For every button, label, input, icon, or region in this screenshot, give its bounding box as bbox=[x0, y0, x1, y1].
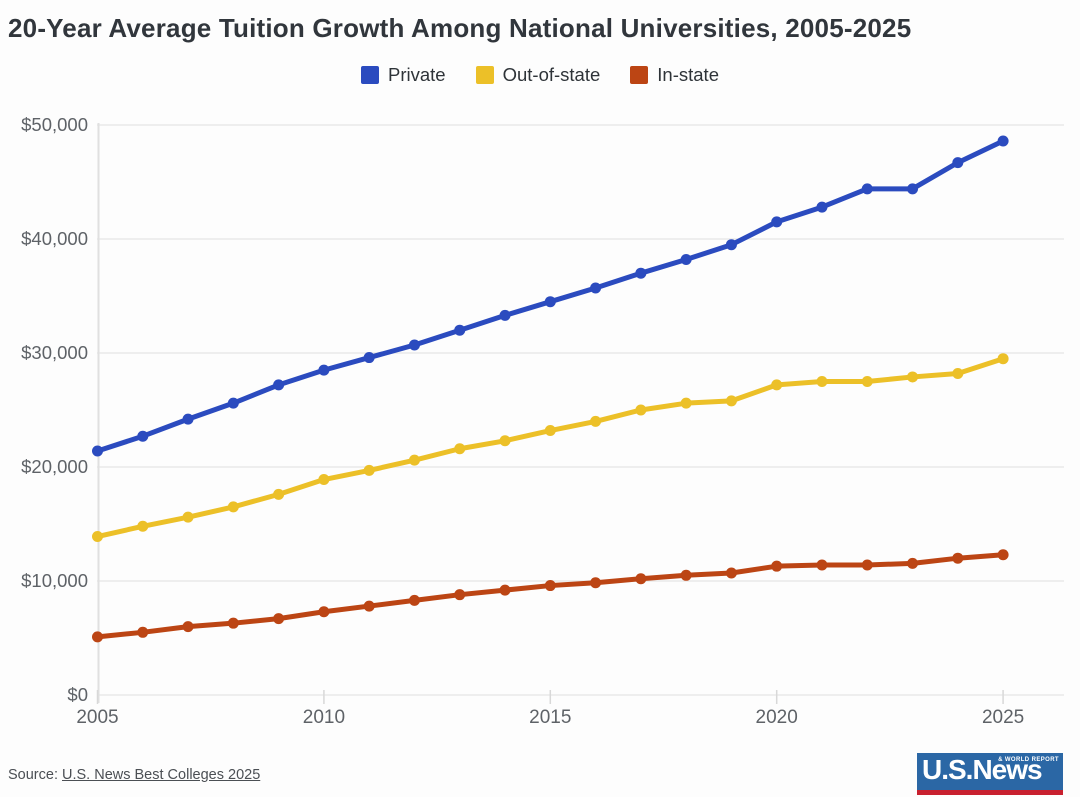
data-point bbox=[997, 135, 1009, 147]
y-axis-label: $50,000 bbox=[21, 114, 88, 135]
x-axis-label: 2015 bbox=[529, 707, 572, 728]
data-point bbox=[273, 488, 285, 500]
data-point bbox=[635, 573, 647, 585]
legend-item-in-state: In-state bbox=[630, 64, 719, 86]
data-point bbox=[816, 201, 828, 213]
data-point bbox=[590, 282, 602, 294]
y-axis-label: $40,000 bbox=[21, 228, 88, 249]
legend-label: In-state bbox=[657, 64, 719, 85]
data-point bbox=[499, 309, 511, 321]
legend-item-out-of-state: Out-of-state bbox=[475, 64, 601, 86]
x-axis-label: 2025 bbox=[981, 707, 1025, 728]
y-axis-label: $0 bbox=[67, 684, 88, 705]
x-axis-label: 2020 bbox=[755, 707, 798, 728]
logo-main-text: U.S.News bbox=[922, 754, 1043, 785]
page-title: 20-Year Average Tuition Growth Among Nat… bbox=[8, 13, 912, 43]
data-point bbox=[408, 594, 420, 606]
data-point bbox=[182, 511, 194, 523]
data-point bbox=[861, 183, 873, 195]
data-point bbox=[635, 267, 647, 279]
data-point bbox=[816, 376, 828, 387]
data-point bbox=[680, 397, 692, 409]
source-link[interactable]: U.S. News Best Colleges 2025 bbox=[62, 767, 261, 783]
legend-label: Private bbox=[388, 64, 446, 85]
data-point bbox=[544, 296, 556, 308]
data-point bbox=[454, 443, 466, 455]
data-point bbox=[137, 626, 149, 638]
data-point bbox=[137, 430, 149, 442]
data-point bbox=[182, 621, 194, 633]
data-point bbox=[771, 216, 783, 228]
data-point bbox=[137, 520, 149, 532]
data-point bbox=[771, 379, 783, 391]
logo-red-bar bbox=[917, 790, 1063, 795]
data-point bbox=[952, 157, 964, 169]
data-point bbox=[771, 560, 783, 572]
data-point bbox=[725, 395, 737, 407]
data-point bbox=[590, 415, 602, 427]
data-point bbox=[725, 239, 737, 251]
data-point bbox=[816, 559, 828, 571]
data-point bbox=[92, 445, 103, 457]
data-point bbox=[318, 364, 330, 376]
legend-swatch bbox=[361, 66, 380, 84]
data-point bbox=[363, 600, 375, 612]
data-point bbox=[635, 404, 647, 416]
legend-swatch bbox=[475, 66, 494, 84]
source-note: Source: U.S. News Best Colleges 2025 bbox=[8, 767, 260, 783]
data-point bbox=[227, 397, 239, 409]
data-point bbox=[590, 577, 602, 589]
chart-legend: Private Out-of-state In-state bbox=[0, 64, 1080, 86]
data-point bbox=[454, 589, 466, 601]
data-point bbox=[318, 606, 330, 618]
data-point bbox=[680, 569, 692, 581]
legend-swatch bbox=[630, 66, 649, 84]
data-point bbox=[861, 376, 873, 387]
x-axis-label: 2005 bbox=[76, 707, 119, 728]
data-point bbox=[92, 531, 103, 543]
data-point bbox=[499, 584, 511, 596]
data-point bbox=[363, 352, 375, 364]
data-point bbox=[227, 617, 239, 629]
data-point bbox=[273, 613, 285, 625]
legend-label: Out-of-state bbox=[502, 64, 601, 85]
data-point bbox=[997, 549, 1009, 561]
legend-item-private: Private bbox=[361, 64, 446, 86]
data-point bbox=[273, 379, 285, 391]
logo-subtext: & WORLD REPORT bbox=[998, 757, 1059, 763]
y-axis-label: $20,000 bbox=[21, 456, 88, 477]
data-point bbox=[454, 324, 466, 336]
data-point bbox=[182, 413, 194, 425]
data-point bbox=[408, 454, 420, 466]
data-point bbox=[680, 254, 692, 266]
data-point bbox=[544, 580, 556, 592]
y-axis-label: $10,000 bbox=[21, 570, 88, 591]
data-point bbox=[363, 464, 375, 476]
data-point bbox=[92, 631, 103, 643]
data-point bbox=[952, 368, 964, 380]
data-point bbox=[861, 559, 873, 571]
data-point bbox=[227, 501, 239, 513]
data-point bbox=[544, 425, 556, 437]
data-point bbox=[318, 474, 330, 486]
data-point bbox=[408, 339, 420, 351]
x-axis-label: 2010 bbox=[302, 707, 346, 728]
data-point bbox=[907, 371, 919, 383]
data-point bbox=[725, 567, 737, 579]
data-point bbox=[952, 552, 964, 564]
source-prefix: Source: bbox=[8, 767, 62, 783]
data-point bbox=[907, 183, 919, 195]
y-axis-label: $30,000 bbox=[21, 342, 88, 363]
data-point bbox=[499, 435, 511, 447]
usnews-logo: U.S.News & WORLD REPORT bbox=[917, 753, 1063, 795]
data-point bbox=[997, 353, 1009, 365]
data-point bbox=[907, 557, 919, 569]
